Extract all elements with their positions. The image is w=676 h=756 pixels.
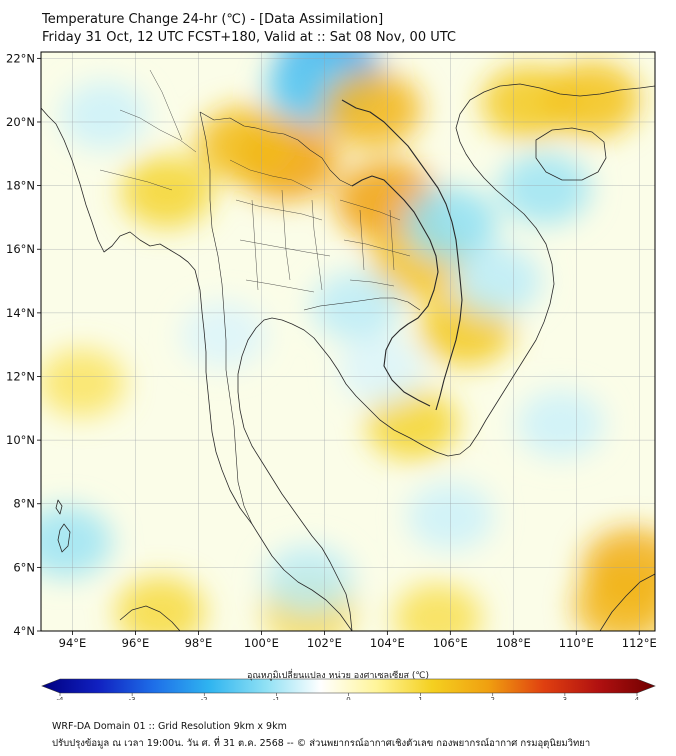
coastline-andaman — [55, 499, 71, 553]
coastlines-and-borders — [41, 69, 655, 631]
border-provinces-a — [229, 159, 331, 293]
field-anomaly-16 — [115, 576, 206, 631]
lat-tick-label-4: 12°N — [6, 369, 35, 383]
field-anomaly-3 — [196, 105, 295, 183]
lat-tick-label-5: 14°N — [6, 306, 35, 320]
field-anomaly-4 — [321, 70, 422, 149]
graticule — [41, 52, 655, 631]
temperature-field — [41, 52, 655, 631]
latitude-axis: 4°N 6°N 8°N 10°N 12°N 14°N 16°N 18°N 20°N 22°N — [6, 51, 41, 638]
colorbar-tick-label-2: -2 — [201, 696, 208, 700]
map-subtitle: Friday 31 Oct, 12 UTC FCST+180, Valid at… — [42, 30, 456, 45]
field-anomaly-21 — [60, 81, 148, 150]
lon-tick-label-4: 102°E — [307, 636, 342, 650]
lon-tick-label-0: 94°E — [59, 636, 87, 650]
field-anomaly-14 — [41, 348, 126, 418]
field-anomaly-26 — [180, 301, 267, 369]
lat-tick-label-8: 20°N — [6, 115, 35, 129]
field-anomaly-10 — [366, 388, 459, 461]
field-anomaly-22 — [41, 505, 113, 578]
field-anomaly-25 — [516, 390, 605, 459]
map-figure: 94°E 96°E 98°E 100°E 102°E 104°E 106°E 108°E 110… — [6, 51, 657, 700]
lon-tick-label-6: 106°E — [433, 636, 468, 650]
lat-tick-label-0: 4°N — [13, 624, 35, 638]
border-thai-myanmar — [199, 111, 253, 525]
lon-tick-label-9: 112°E — [622, 636, 657, 650]
lon-tick-label-2: 98°E — [185, 636, 213, 650]
footer-update-info: ปรับปรุงข้อมูล ณ เวลา 19:00น. วัน ศ. ที่… — [52, 738, 591, 749]
field-anomaly-18 — [498, 152, 591, 225]
coastline-sumatra — [119, 605, 181, 631]
longitude-axis: 94°E 96°E 98°E 100°E 102°E 104°E 106°E 108°E 110… — [59, 631, 657, 650]
field-anomaly-17 — [393, 583, 483, 631]
lon-tick-label-8: 110°E — [559, 636, 594, 650]
lat-tick-label-3: 10°N — [6, 433, 35, 447]
colorbar-tick-label-8: 4 — [635, 696, 640, 700]
lat-tick-label-7: 18°N — [6, 179, 35, 193]
lon-tick-label-5: 104°E — [370, 636, 405, 650]
colorbar-tick-label-3: -1 — [273, 696, 280, 700]
field-anomaly-20 — [311, 271, 401, 342]
colorbar-tick-label-1: -3 — [129, 696, 136, 700]
field-anomaly-9 — [543, 61, 641, 138]
field-anomaly-24 — [453, 246, 542, 316]
lat-tick-label-2: 8°N — [13, 497, 35, 511]
border-thai-north — [199, 111, 353, 187]
lat-tick-label-1: 6°N — [13, 560, 35, 574]
border-thai-cambodia — [303, 297, 421, 311]
plot-frame — [40, 51, 656, 632]
lat-tick-label-6: 16°N — [6, 242, 35, 256]
lon-tick-label-7: 108°E — [496, 636, 531, 650]
field-anomaly-28 — [338, 336, 424, 404]
colorbar-ticks: -4 -3 -2 -1 0 1 2 3 4 — [57, 693, 640, 700]
colorbar-label: อุณหภูมิเปลี่ยนแปลง หน่วย องศาเซลเซียส (… — [246, 671, 430, 681]
field-anomaly-12 — [573, 566, 655, 631]
coastline-borneo — [599, 573, 655, 631]
border-mekong — [351, 175, 439, 407]
field-anomaly-13 — [120, 155, 213, 228]
coastline-west — [41, 107, 353, 631]
lon-tick-label-1: 96°E — [122, 636, 150, 650]
colorbar-tick-label-4: 0 — [346, 696, 350, 700]
border-myanmar-internal — [99, 69, 197, 191]
map-title: Temperature Change 24-hr (℃) - [Data Ass… — [42, 12, 384, 27]
border-provinces-b — [339, 199, 411, 287]
lon-tick-label-3: 100°E — [244, 636, 279, 650]
colorbar-tick-label-7: 3 — [563, 696, 567, 700]
footer-domain-info: WRF-DA Domain 01 :: Grid Resolution 9km … — [52, 721, 287, 732]
coastline-hainan — [535, 127, 607, 181]
colorbar-tick-label-6: 2 — [491, 696, 495, 700]
field-anomaly-23 — [264, 545, 354, 615]
border-lao-vietnam — [341, 99, 463, 411]
colorbar-tick-label-5: 1 — [418, 696, 422, 700]
coastline-gulf — [237, 83, 655, 631]
lat-tick-label-9: 22°N — [6, 51, 35, 65]
plot-background — [41, 52, 655, 631]
colorbar-tick-label-0: -4 — [57, 696, 65, 700]
